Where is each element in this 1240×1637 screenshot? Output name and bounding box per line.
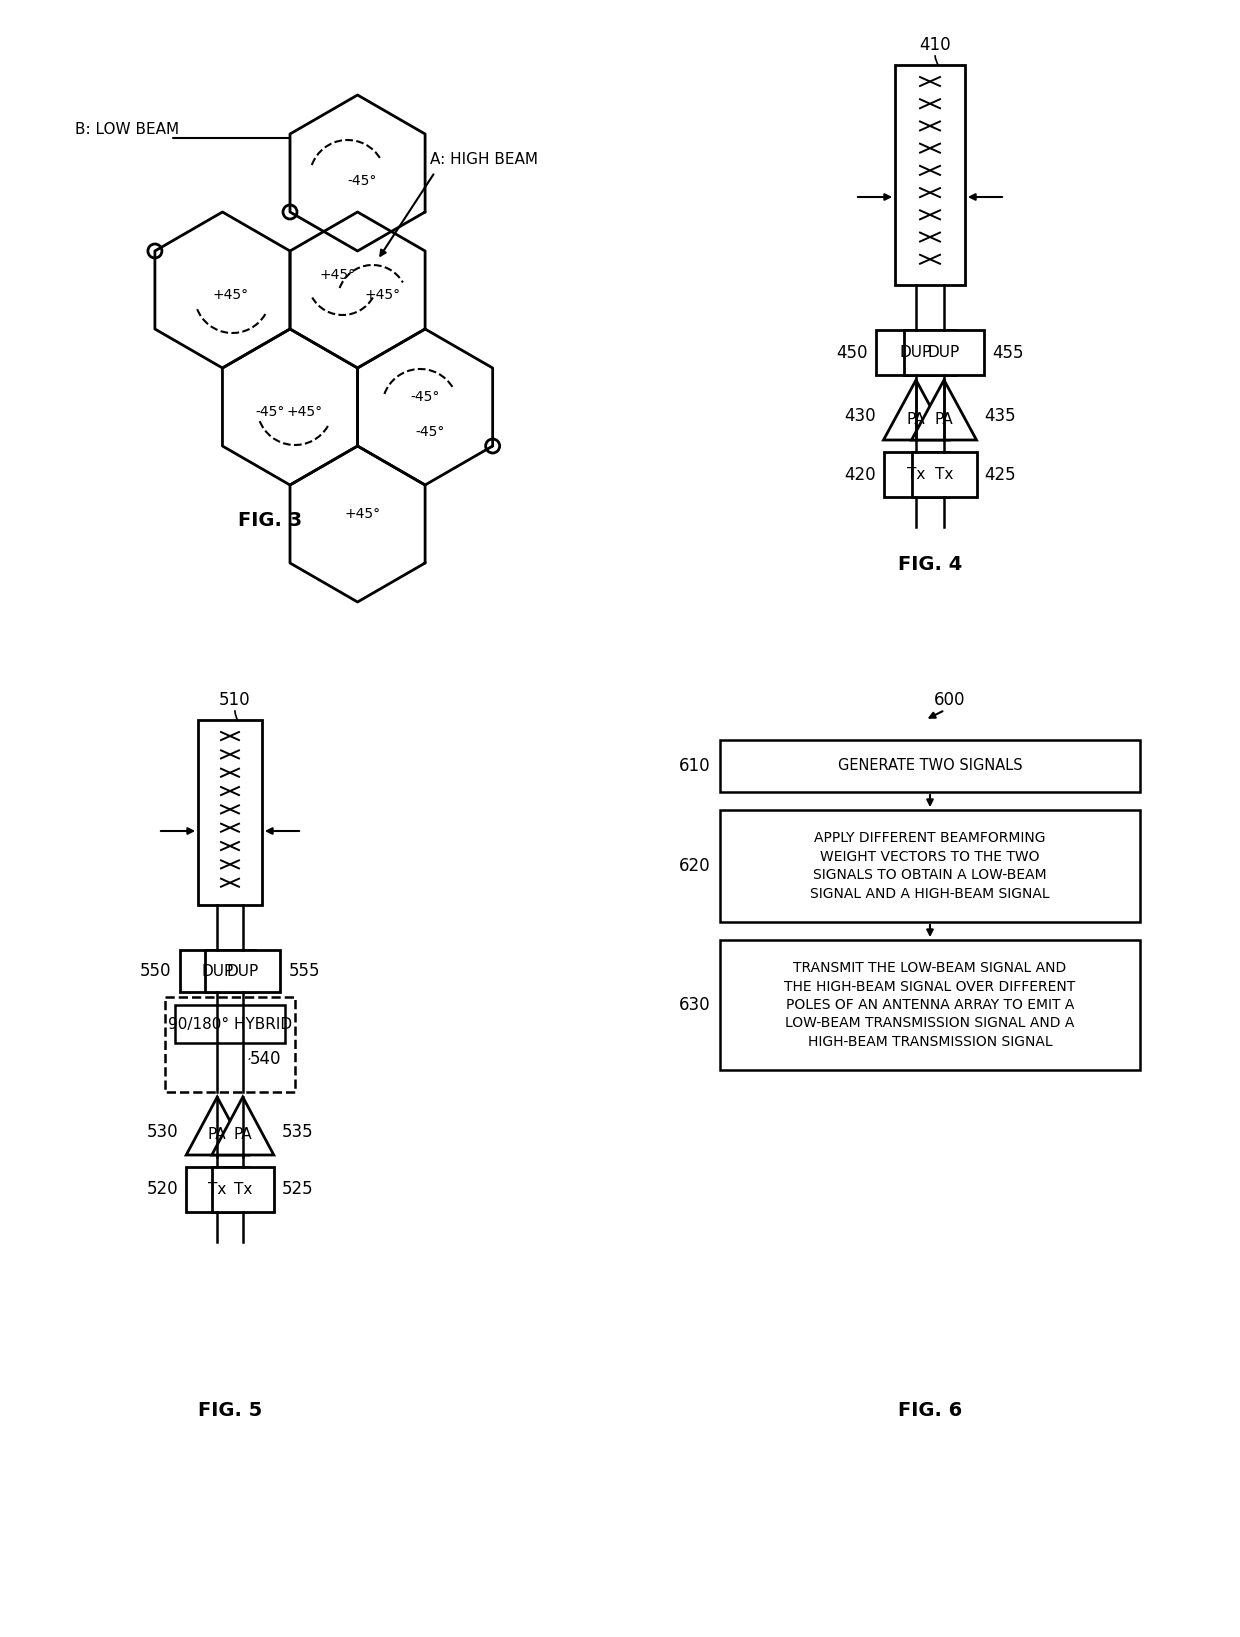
Text: +45°: +45° xyxy=(365,288,401,301)
Bar xyxy=(904,331,985,375)
Polygon shape xyxy=(883,380,949,440)
Text: -45°: -45° xyxy=(415,426,445,439)
Text: B: LOW BEAM: B: LOW BEAM xyxy=(74,123,179,138)
Text: 535: 535 xyxy=(281,1123,314,1141)
Text: A: HIGH BEAM: A: HIGH BEAM xyxy=(430,152,538,167)
Text: 435: 435 xyxy=(985,408,1016,426)
Text: 90/180° HYBRID: 90/180° HYBRID xyxy=(167,1017,293,1031)
Bar xyxy=(883,452,949,498)
Text: APPLY DIFFERENT BEAMFORMING
WEIGHT VECTORS TO THE TWO
SIGNALS TO OBTAIN A LOW-BE: APPLY DIFFERENT BEAMFORMING WEIGHT VECTO… xyxy=(810,832,1050,900)
Text: 520: 520 xyxy=(146,1180,179,1198)
Text: Tx: Tx xyxy=(906,467,925,481)
Text: DUP: DUP xyxy=(928,345,960,360)
Text: 550: 550 xyxy=(140,963,171,981)
Text: PA: PA xyxy=(906,411,925,427)
Text: 525: 525 xyxy=(281,1180,314,1198)
Text: FIG. 3: FIG. 3 xyxy=(238,511,303,529)
Bar xyxy=(212,1167,274,1211)
Text: 410: 410 xyxy=(919,36,951,54)
Text: DUP: DUP xyxy=(201,964,233,979)
Text: 530: 530 xyxy=(146,1123,179,1141)
Text: +45°: +45° xyxy=(320,268,356,282)
Text: DUP: DUP xyxy=(227,964,259,979)
Text: FIG. 6: FIG. 6 xyxy=(898,1401,962,1419)
Bar xyxy=(720,740,1140,792)
Text: Tx: Tx xyxy=(208,1182,227,1197)
Bar xyxy=(720,940,1140,1071)
Text: 450: 450 xyxy=(837,344,868,362)
Text: 420: 420 xyxy=(844,465,875,483)
Bar xyxy=(895,65,965,285)
Bar xyxy=(175,1005,285,1043)
Text: GENERATE TWO SIGNALS: GENERATE TWO SIGNALS xyxy=(838,758,1022,774)
Text: -45°: -45° xyxy=(348,174,377,188)
Text: -45°: -45° xyxy=(410,390,440,404)
Bar xyxy=(911,452,977,498)
Text: 555: 555 xyxy=(288,963,320,981)
Text: 425: 425 xyxy=(985,465,1016,483)
Text: TRANSMIT THE LOW-BEAM SIGNAL AND
THE HIGH-BEAM SIGNAL OVER DIFFERENT
POLES OF AN: TRANSMIT THE LOW-BEAM SIGNAL AND THE HIG… xyxy=(785,961,1075,1049)
Text: Tx: Tx xyxy=(935,467,954,481)
Text: +45°: +45° xyxy=(212,288,248,301)
Text: 430: 430 xyxy=(844,408,875,426)
Text: 610: 610 xyxy=(678,756,711,774)
Text: Tx: Tx xyxy=(233,1182,252,1197)
Text: 510: 510 xyxy=(219,691,250,709)
Polygon shape xyxy=(186,1097,248,1156)
Text: +45°: +45° xyxy=(345,507,381,521)
Text: PA: PA xyxy=(935,411,954,427)
Text: +45°: +45° xyxy=(286,404,324,419)
Text: 630: 630 xyxy=(678,995,711,1013)
Bar xyxy=(165,997,295,1092)
Bar xyxy=(720,810,1140,922)
Polygon shape xyxy=(212,1097,274,1156)
Bar xyxy=(206,949,280,992)
Text: 620: 620 xyxy=(678,858,711,876)
Text: 540: 540 xyxy=(250,1049,281,1067)
Bar xyxy=(186,1167,248,1211)
Text: -45°: -45° xyxy=(255,404,285,419)
Bar xyxy=(198,720,262,905)
Text: DUP: DUP xyxy=(900,345,932,360)
Text: 600: 600 xyxy=(934,691,966,709)
Text: PA: PA xyxy=(233,1128,252,1143)
Text: FIG. 5: FIG. 5 xyxy=(198,1401,262,1419)
Text: FIG. 4: FIG. 4 xyxy=(898,555,962,575)
Polygon shape xyxy=(911,380,977,440)
Text: 455: 455 xyxy=(992,344,1023,362)
Text: PA: PA xyxy=(208,1128,227,1143)
Bar xyxy=(875,331,956,375)
Bar xyxy=(180,949,254,992)
